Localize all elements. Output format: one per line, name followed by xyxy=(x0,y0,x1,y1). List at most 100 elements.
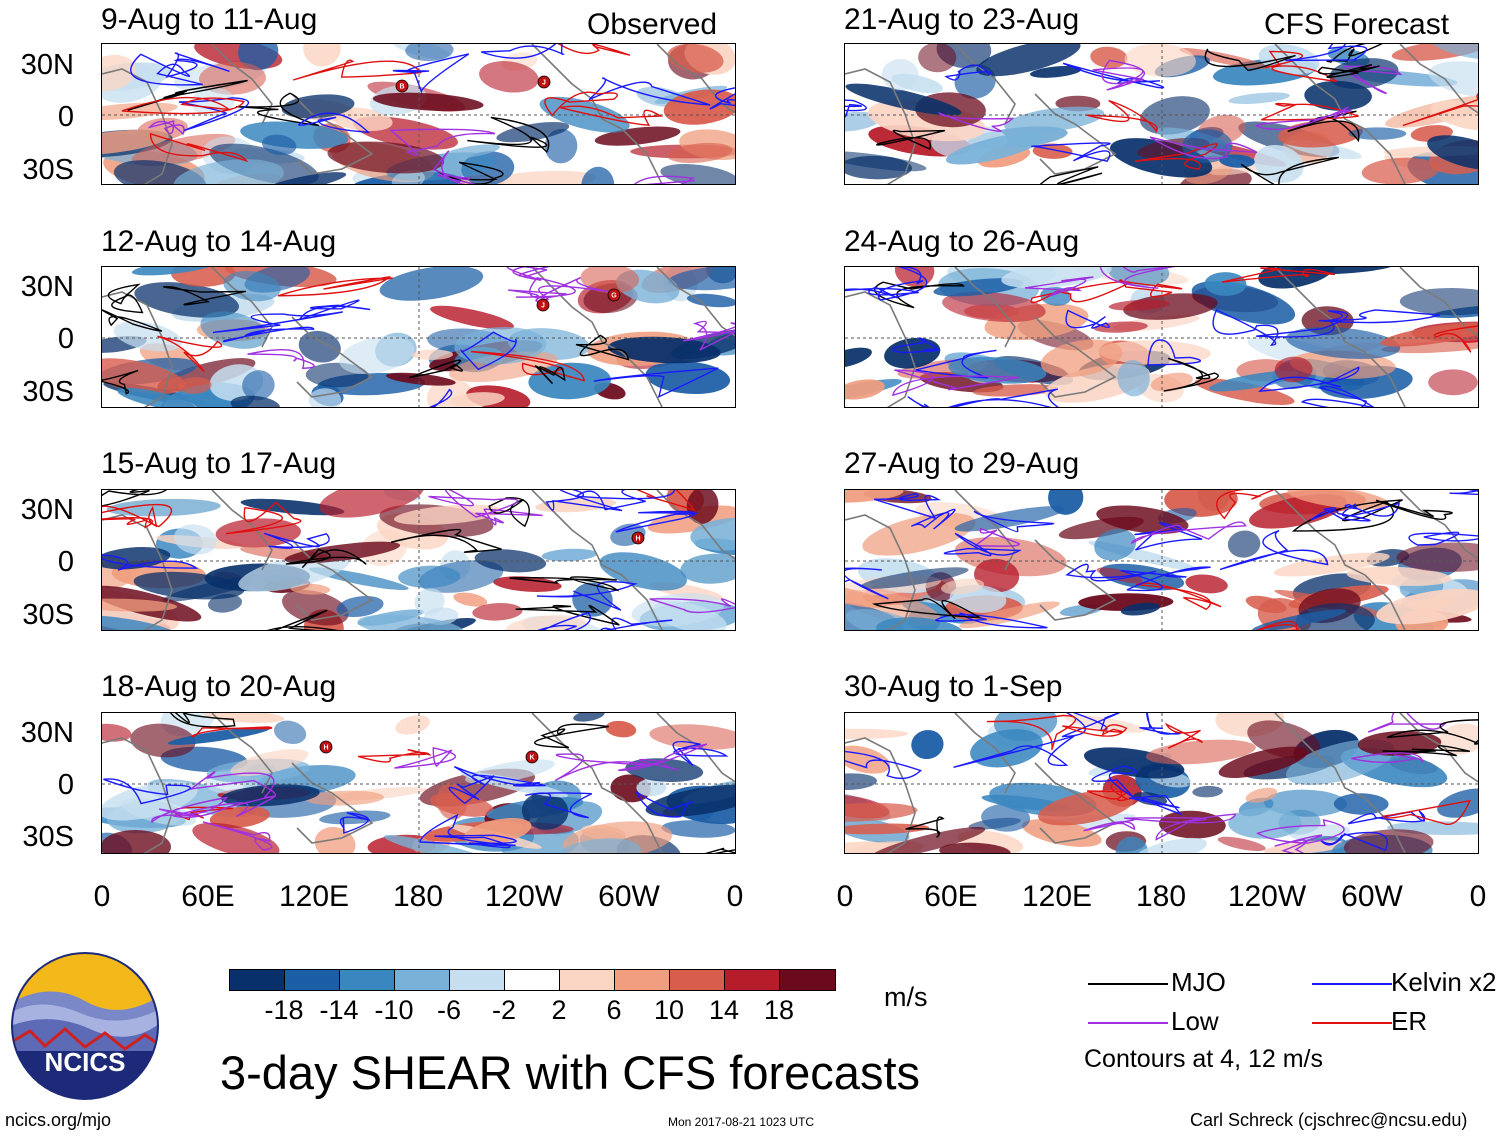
map-field xyxy=(845,713,1478,853)
lat-label-0-row2: 0 xyxy=(57,323,74,355)
map-panel-right-3 xyxy=(844,489,1479,631)
map-field: HK xyxy=(102,713,735,853)
legend-kelvin-label: Kelvin x2 xyxy=(1391,967,1497,997)
panel-title-left-2: 12-Aug to 14-Aug xyxy=(101,225,337,258)
svg-text:J: J xyxy=(541,303,545,310)
map-panel-right-2 xyxy=(844,266,1479,408)
colorbar xyxy=(229,969,836,991)
legend-mjo-line xyxy=(1088,983,1168,985)
colorbar-cell xyxy=(780,970,835,990)
colorbar-cell xyxy=(395,970,450,990)
lon-label-left-120e: 120E xyxy=(278,880,350,913)
lon-label-right-120w: 120W xyxy=(1227,880,1307,913)
svg-text:J: J xyxy=(542,80,546,87)
lat-label-30s-row2: 30S xyxy=(22,376,74,408)
legend-low-line xyxy=(1088,1022,1168,1024)
colorbar-cell xyxy=(560,970,615,990)
colorbar-cell xyxy=(230,970,285,990)
lon-label-left-0-end: 0 xyxy=(726,880,744,913)
panel-title-left-4: 18-Aug to 20-Aug xyxy=(101,670,337,703)
main-title: 3-day SHEAR with CFS forecasts xyxy=(220,1046,920,1099)
colorbar-tick: -6 xyxy=(436,995,461,1025)
map-panel-right-4 xyxy=(844,712,1479,854)
lat-label-30n-row2: 30N xyxy=(20,271,74,303)
map-field xyxy=(845,490,1478,630)
legend-er-line xyxy=(1312,1022,1392,1024)
map-field: JG xyxy=(102,267,735,407)
lat-label-30n-row3: 30N xyxy=(20,494,74,526)
colorbar-tick: -2 xyxy=(491,995,516,1025)
storm-marker-icon: J xyxy=(536,298,550,312)
legend-er-label: ER xyxy=(1391,1006,1428,1036)
colorbar-tick: 18 xyxy=(763,995,795,1025)
lon-label-left-0: 0 xyxy=(93,880,111,913)
map-field xyxy=(845,44,1478,184)
svg-text:H: H xyxy=(635,536,640,543)
logo-text: NCICS xyxy=(45,1047,126,1077)
colorbar-cell xyxy=(450,970,505,990)
lat-label-30s-row3: 30S xyxy=(22,599,74,631)
lat-label-30n-row4: 30N xyxy=(20,717,74,749)
svg-text:H: H xyxy=(323,745,328,752)
lon-label-left-60e: 60E xyxy=(181,880,235,913)
storm-marker-icon: B xyxy=(395,79,409,93)
lon-label-right-60e: 60E xyxy=(924,880,978,913)
colorbar-tick: 2 xyxy=(551,995,567,1025)
colorbar-tick: 6 xyxy=(606,995,622,1025)
svg-text:G: G xyxy=(611,293,617,300)
lon-label-right-60w: 60W xyxy=(1341,880,1403,913)
panel-title-right-4: 30-Aug to 1-Sep xyxy=(844,670,1063,703)
panel-title-left-3: 15-Aug to 17-Aug xyxy=(101,447,337,480)
map-field: H xyxy=(102,490,735,630)
colorbar-cell xyxy=(285,970,340,990)
colorbar-cell xyxy=(615,970,670,990)
svg-text:K: K xyxy=(529,755,534,762)
lat-label-30s-row4: 30S xyxy=(22,821,74,853)
map-field: BJ xyxy=(102,44,735,184)
colorbar-cell xyxy=(505,970,560,990)
colorbar-cell xyxy=(670,970,725,990)
lon-label-right-120e: 120E xyxy=(1021,880,1093,913)
lon-label-left-180: 180 xyxy=(392,880,444,913)
panel-title-left-1: 9-Aug to 11-Aug xyxy=(101,3,318,36)
map-field xyxy=(845,267,1478,407)
panel-title-right-3: 27-Aug to 29-Aug xyxy=(844,447,1080,480)
svg-text:B: B xyxy=(399,84,404,91)
legend-mjo-label: MJO xyxy=(1171,967,1226,997)
forecast-label: CFS Forecast xyxy=(1264,8,1450,41)
panel-title-right-1: 21-Aug to 23-Aug xyxy=(844,3,1080,36)
lon-label-left-120w: 120W xyxy=(484,880,564,913)
legend-kelvin-line xyxy=(1312,983,1392,985)
lon-label-left-60w: 60W xyxy=(598,880,660,913)
colorbar-tick: -14 xyxy=(319,995,359,1025)
lon-label-right-180: 180 xyxy=(1135,880,1187,913)
storm-marker-icon: G xyxy=(607,288,621,302)
footer-timestamp: Mon 2017-08-21 1023 UTC xyxy=(668,1115,815,1129)
map-panel-right-1 xyxy=(844,43,1479,185)
storm-marker-icon: J xyxy=(537,75,551,89)
colorbar-tick: -18 xyxy=(264,995,304,1025)
lat-label-30n-row1: 30N xyxy=(20,49,74,81)
legend-low-label: Low xyxy=(1171,1006,1219,1036)
lat-label-30s-row1: 30S xyxy=(22,154,74,186)
observed-label: Observed xyxy=(587,8,718,41)
unit-label: m/s xyxy=(884,982,928,1012)
lat-label-0-row3: 0 xyxy=(57,546,74,578)
footer-credit: Carl Schreck (cjschrec@ncsu.edu) xyxy=(1190,1110,1468,1130)
colorbar-cell xyxy=(340,970,395,990)
footer-url[interactable]: ncics.org/mjo xyxy=(5,1110,112,1130)
colorbar-tick: 14 xyxy=(708,995,740,1025)
panel-title-right-2: 24-Aug to 26-Aug xyxy=(844,225,1080,258)
colorbar-cell xyxy=(725,970,780,990)
lat-label-0-row1: 0 xyxy=(57,101,74,133)
storm-marker-icon: K xyxy=(525,750,539,764)
legend-contours-note: Contours at 4, 12 m/s xyxy=(1084,1045,1324,1073)
lon-label-right-0: 0 xyxy=(836,880,854,913)
map-panel-left-3: H xyxy=(101,489,736,631)
lat-label-0-row4: 0 xyxy=(57,769,74,801)
colorbar-tick: 10 xyxy=(653,995,685,1025)
colorbar-tick: -10 xyxy=(374,995,414,1025)
